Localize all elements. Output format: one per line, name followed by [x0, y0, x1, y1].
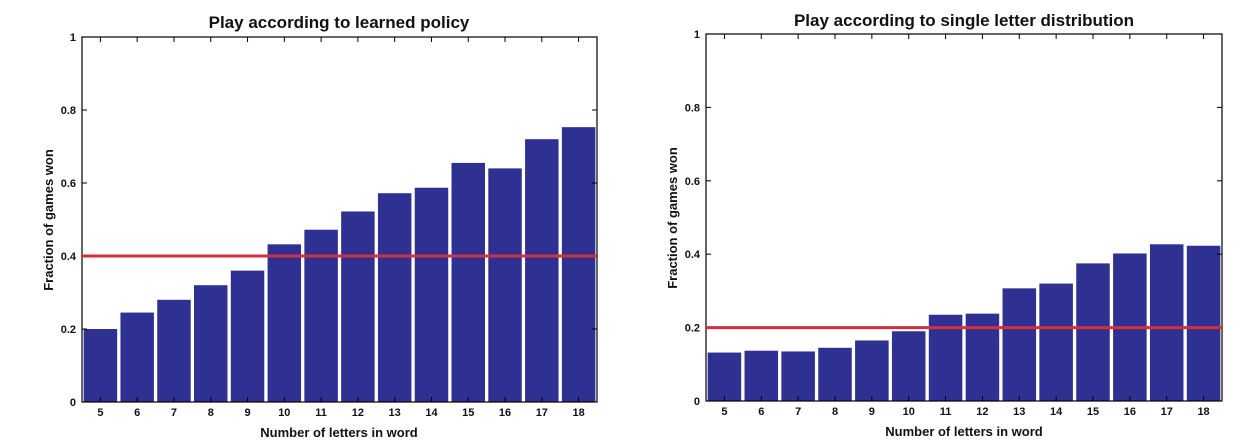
y-axis-label: Fraction of games won: [41, 149, 56, 291]
y-tick-label: 0: [694, 396, 700, 408]
x-tick-label: 6: [134, 407, 140, 419]
y-tick-label: 1: [70, 32, 76, 44]
x-tick-label: 12: [352, 407, 364, 419]
x-tick-label: 8: [832, 406, 838, 418]
x-tick-label: 16: [499, 407, 511, 419]
bar: [451, 162, 485, 402]
y-tick-label: 0.2: [61, 324, 76, 336]
x-tick-label: 7: [171, 407, 177, 419]
x-axis-label: Number of letters in word: [260, 425, 418, 440]
bar: [855, 340, 889, 401]
x-tick-label: 12: [976, 406, 988, 418]
x-tick-label: 7: [795, 406, 801, 418]
x-tick-label: 10: [278, 407, 290, 419]
bar: [1186, 245, 1221, 401]
y-tick-label: 0.6: [61, 178, 76, 190]
bar: [744, 350, 779, 401]
bar: [194, 285, 228, 402]
bar: [525, 139, 559, 402]
x-tick-label: 10: [903, 406, 915, 418]
bar: [267, 244, 302, 402]
bar: [304, 229, 338, 402]
y-tick-label: 0: [70, 397, 76, 409]
x-tick-label: 16: [1124, 406, 1136, 418]
bar: [1002, 288, 1037, 401]
bar: [488, 168, 522, 402]
bar: [707, 352, 742, 401]
chart-title: Play according to learned policy: [209, 13, 470, 32]
y-tick-label: 0.6: [685, 176, 700, 188]
chart-learned-policy: Play according to learned policy Number …: [41, 13, 598, 440]
y-tick-label: 0.4: [685, 249, 701, 261]
x-tick-label: 9: [869, 406, 875, 418]
plot-area: 5 6 7 8 9 10 11 12 13 14 15 16 17 18 0 0.2 0.4 0.6 0.8 1: [685, 29, 1223, 418]
bar: [230, 270, 265, 402]
bar: [891, 331, 926, 401]
x-tick-label: 9: [244, 407, 250, 419]
plot-area: 5 6 7 8 9 10 11 12 13 14 15 16 17 18 0 0.2 0.4 0.6 0.8 1: [61, 32, 598, 419]
bar: [341, 211, 375, 402]
bar: [414, 187, 449, 402]
bar: [1076, 263, 1110, 402]
x-tick-label: 17: [536, 407, 548, 419]
x-tick-label: 13: [1013, 406, 1025, 418]
x-tick-label: 11: [315, 407, 327, 419]
x-tick-label: 11: [940, 406, 952, 418]
axes-frame: [705, 33, 1223, 402]
x-tick-label: 5: [97, 407, 103, 419]
y-tick-label: 0.4: [61, 251, 77, 263]
x-tick-label: 17: [1161, 406, 1173, 418]
x-tick-label: 18: [1197, 406, 1209, 418]
x-tick-label: 14: [425, 407, 438, 419]
x-tick-label: 5: [721, 406, 727, 418]
y-tick-label: 0.2: [685, 323, 700, 335]
bar: [818, 347, 852, 401]
bar: [928, 314, 963, 401]
y-tick-label: 0.8: [61, 105, 76, 117]
x-tick-label: 15: [462, 407, 474, 419]
x-axis-label: Number of letters in word: [885, 424, 1043, 439]
x-tick-label: 6: [758, 406, 764, 418]
y-tick-label: 1: [694, 29, 700, 41]
chart-title: Play according to single letter distribu…: [794, 11, 1134, 30]
x-tick-label: 15: [1087, 406, 1099, 418]
x-tick-label: 8: [208, 407, 214, 419]
x-tick-label: 18: [572, 407, 584, 419]
bar: [157, 299, 191, 402]
x-tick-label: 13: [389, 407, 401, 419]
axes-frame: [81, 36, 598, 403]
chart-single-letter-distribution: Play according to single letter distribu…: [665, 11, 1223, 439]
bar: [377, 193, 412, 402]
x-tick-label: 14: [1050, 406, 1063, 418]
bar: [1149, 244, 1184, 401]
y-axis-label: Fraction of games won: [665, 147, 680, 289]
y-tick-label: 0.8: [685, 102, 700, 114]
bar: [561, 127, 596, 403]
bar: [83, 329, 118, 402]
bar: [781, 351, 815, 401]
bar: [1039, 283, 1073, 401]
bar: [120, 312, 154, 402]
